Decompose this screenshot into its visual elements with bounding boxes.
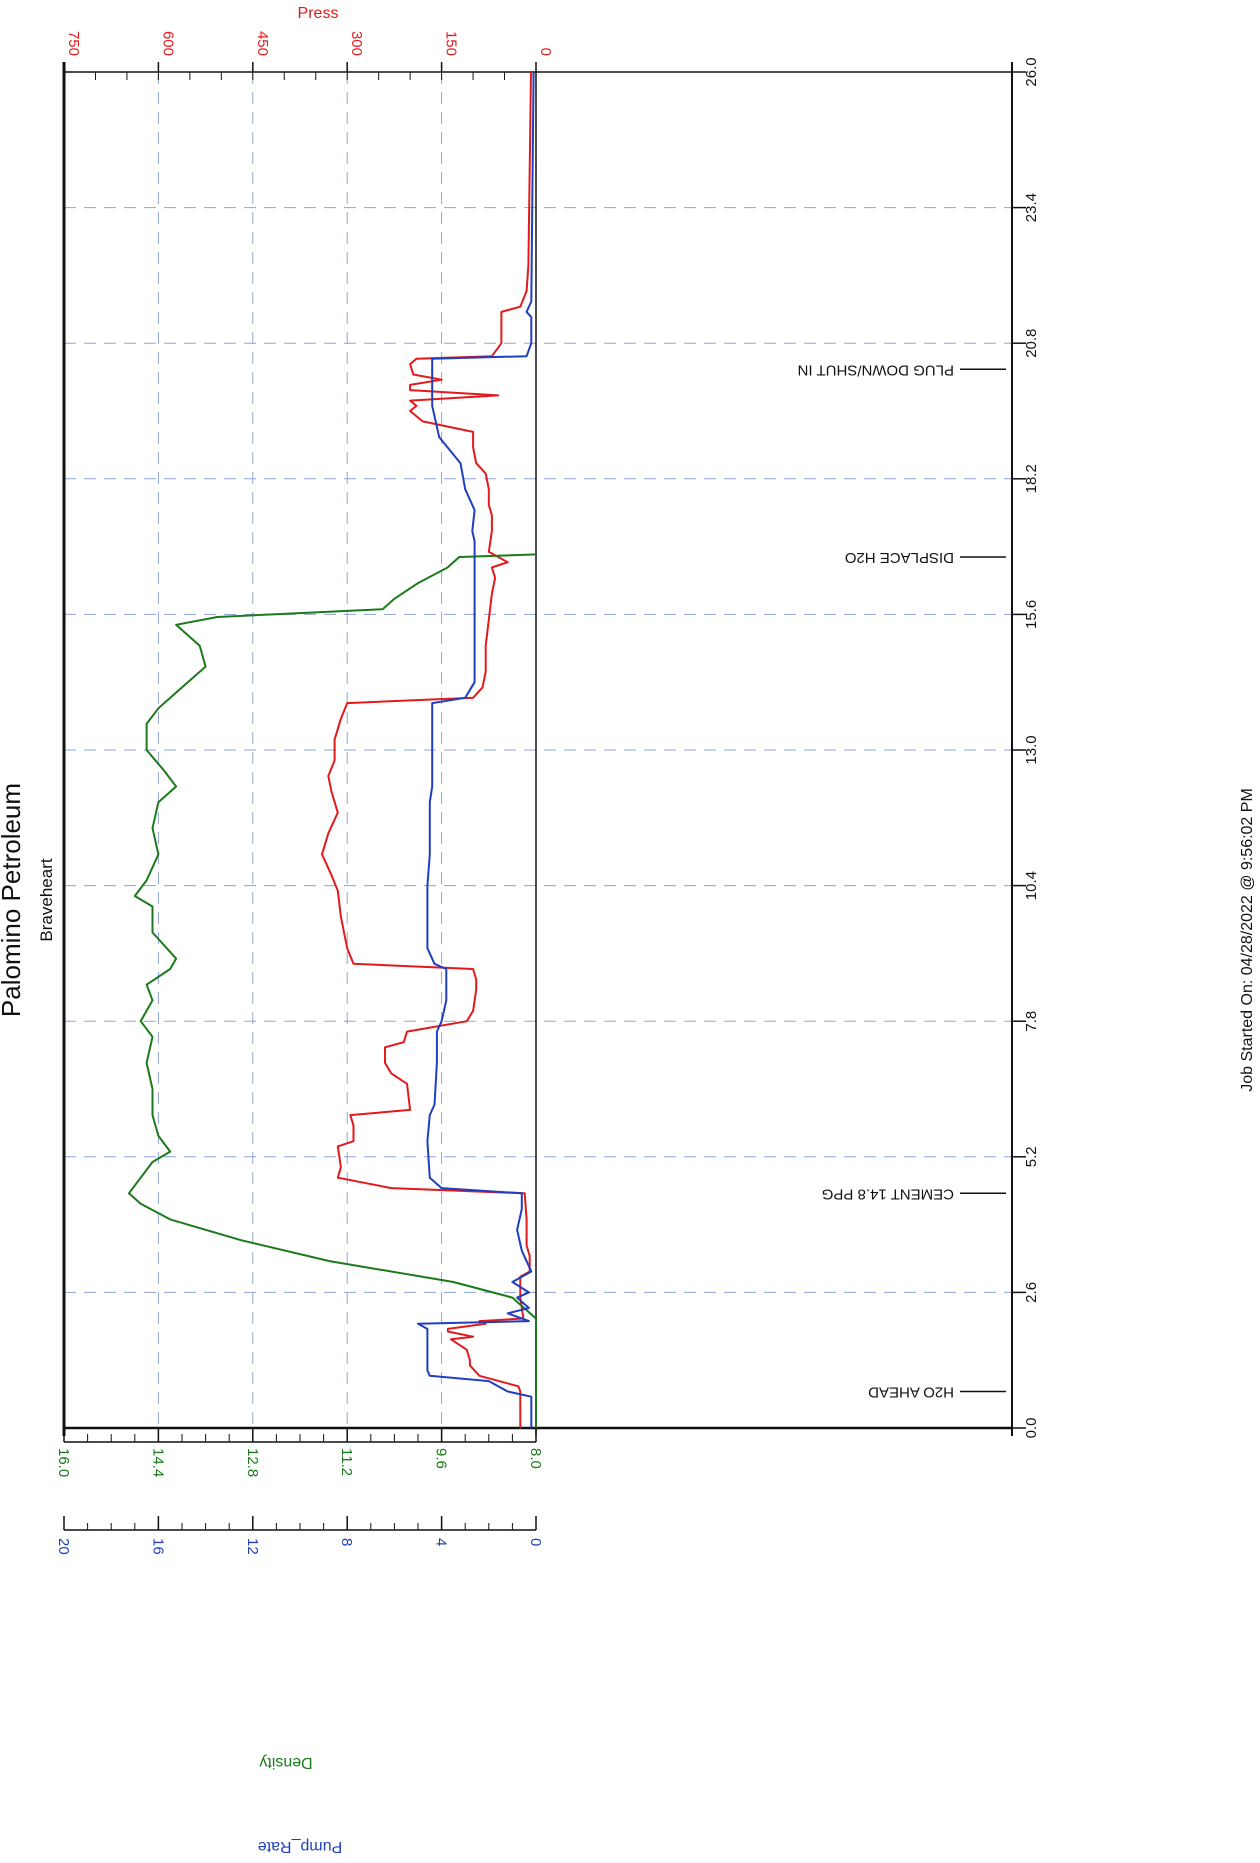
series-line-pump-rate (417, 71, 535, 1428)
density-tick-label: 14.4 (149, 1448, 166, 1477)
press-tick-label: 150 (443, 31, 460, 56)
event-label: PLUG DOWN/SHUT IN (798, 361, 954, 378)
press-tick-label: 0 (537, 48, 554, 56)
event-label: CEMENT 14.8 PPG (822, 1185, 954, 1202)
time-tick-label: 15.6 (1023, 600, 1040, 629)
time-tick-label: 5.2 (1023, 1146, 1040, 1167)
density-tick-label: 12.8 (244, 1448, 261, 1477)
press-tick-label: 300 (348, 31, 365, 56)
job-start-footer: Job Started On: 04/28/2022 @ 9:56:02 PM (1239, 788, 1256, 1092)
time-tick-label: 20.8 (1023, 329, 1040, 358)
density-axis-label: Density (259, 1754, 312, 1771)
time-tick-label: 2.6 (1023, 1282, 1040, 1303)
time-tick-label: 0.0 (1023, 1418, 1040, 1439)
density-tick-label: 16.0 (55, 1448, 72, 1477)
event-label: DISPLACE H2O (845, 549, 954, 566)
event-label: H2O AHEAD (868, 1384, 954, 1401)
rate-tick-label: 12 (244, 1538, 261, 1555)
rate-tick-label: 4 (433, 1538, 450, 1546)
grid (64, 72, 1012, 1428)
time-tick-label: 10.4 (1023, 871, 1040, 900)
rate-axis-label: Pump_Rate (258, 1838, 343, 1855)
press-tick-label: 600 (159, 31, 176, 56)
density-tick-label: 8.0 (527, 1448, 544, 1469)
series-line-press (321, 71, 532, 1428)
chart-title: Palomino Petroleum (0, 783, 26, 1017)
rate-tick-label: 20 (55, 1538, 72, 1555)
time-tick-label: 13.0 (1023, 735, 1040, 764)
press-tick-label: 450 (254, 31, 271, 56)
plot-frame (62, 62, 1013, 1436)
rate-tick-label: 0 (527, 1538, 544, 1546)
rate-tick-label: 16 (149, 1538, 166, 1555)
time-tick-label: 23.4 (1023, 193, 1040, 222)
series-group (127, 71, 537, 1428)
time-tick-label: 18.2 (1023, 464, 1040, 493)
time-tick-label: 26.0 (1023, 57, 1040, 86)
time-tick-label: 7.8 (1023, 1011, 1040, 1032)
press-axis-label: Press (298, 5, 339, 22)
rate-tick-label: 8 (338, 1538, 355, 1546)
event-markers: H2O AHEAD CEMENT 14.8 PPG DISPLACE H2O PLUG… (798, 361, 1006, 1401)
chart-subtitle: Braveheart (37, 858, 56, 941)
axes: 0 150 300 450 600 750 8.0 9.6 11.2 12.8 14.4 16.0 0 4… (55, 31, 1040, 1555)
density-tick-label: 9.6 (433, 1448, 450, 1469)
series-line-density (127, 553, 537, 1428)
press-tick-label: 750 (65, 31, 82, 56)
density-tick-label: 11.2 (338, 1448, 355, 1476)
